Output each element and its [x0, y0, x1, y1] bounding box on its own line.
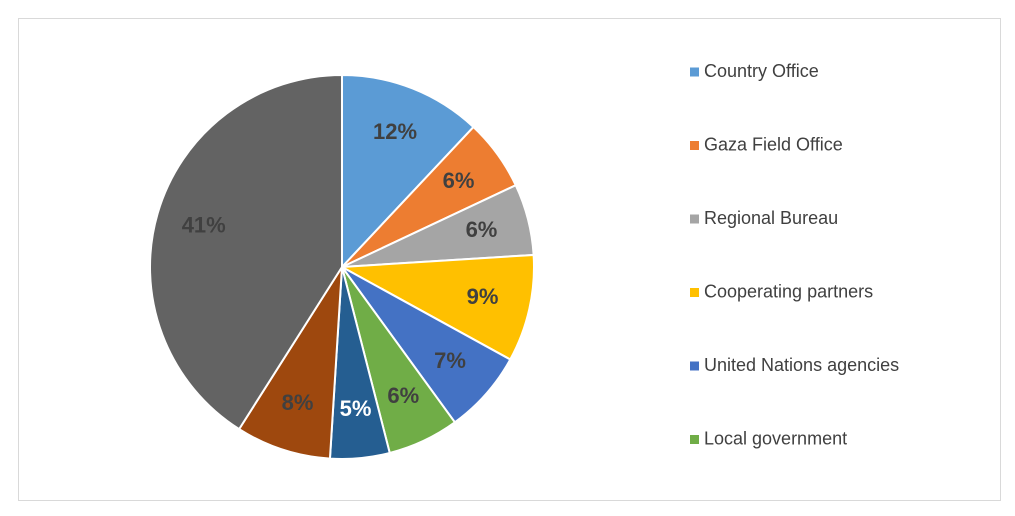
legend-swatch: [690, 214, 699, 224]
legend-label: Gaza Field Office: [704, 134, 843, 154]
data-label: 5%: [340, 396, 372, 421]
data-label: 6%: [466, 217, 498, 242]
data-label: 41%: [182, 213, 226, 238]
pie-slice: [237, 266, 343, 460]
pie-slice: [149, 73, 343, 431]
legend-label: Regional Bureau: [704, 208, 838, 228]
data-label: 6%: [443, 168, 475, 193]
legend-swatch: [690, 141, 699, 150]
legend-swatch: [690, 435, 699, 444]
legend-label: Local government: [704, 428, 847, 448]
legend-label: United Nations agencies: [704, 355, 899, 375]
data-label: 7%: [434, 348, 466, 373]
legend-swatch: [690, 67, 699, 77]
legend-swatch: [690, 361, 699, 371]
pie-slice: [338, 253, 535, 361]
legend-label: Cooperating partners: [704, 281, 873, 301]
data-label: 6%: [387, 383, 419, 408]
legend-swatch: [690, 288, 699, 297]
legend-label: Country Office: [704, 61, 819, 81]
data-label: 12%: [373, 119, 417, 144]
data-label: 8%: [282, 390, 314, 415]
data-label: 9%: [467, 284, 499, 309]
pie-slice: [341, 73, 475, 270]
